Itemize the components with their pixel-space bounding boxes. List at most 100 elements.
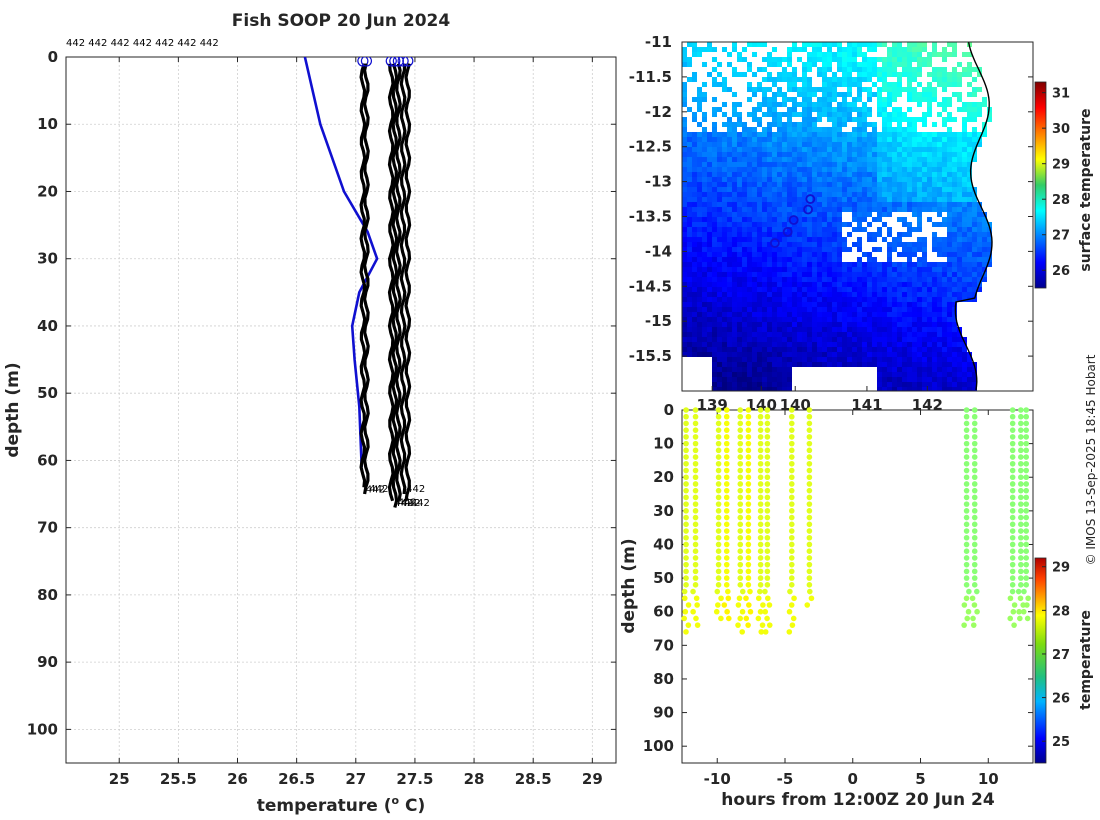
sst-cell: [947, 77, 952, 82]
sst-cell: [682, 252, 687, 257]
sst-cell: [922, 242, 927, 247]
sst-cell: [912, 247, 917, 252]
sst-cell: [942, 47, 947, 52]
sst-cell: [807, 272, 812, 277]
sst-cell: [687, 337, 692, 342]
profile-7-line: [404, 63, 412, 502]
sst-cell: [902, 202, 907, 207]
sst-cell: [892, 342, 897, 347]
sst-cell: [907, 247, 912, 252]
sst-cell: [927, 207, 932, 212]
sst-cell: [747, 152, 752, 157]
sst-cell: [712, 107, 717, 112]
sst-cell: [957, 192, 962, 197]
cast-point: [788, 434, 795, 440]
sst-cell: [737, 292, 742, 297]
cast-point: [692, 568, 699, 575]
sst-cell: [767, 87, 772, 92]
sst-cell: [952, 347, 957, 352]
cast-point: [971, 501, 978, 507]
sst-cell: [952, 342, 957, 347]
cast-point: [737, 407, 744, 413]
sst-cell: [752, 342, 757, 347]
sst-cell: [947, 327, 952, 332]
sst-cell: [692, 262, 697, 267]
sst-cell: [952, 257, 957, 262]
sst-cell: [917, 202, 922, 207]
sst-cell: [867, 282, 872, 287]
sst-cell: [757, 317, 762, 322]
sst-cell: [922, 312, 927, 317]
sst-cell: [807, 302, 812, 307]
sst-cell: [927, 57, 932, 62]
sst-cell: [682, 177, 687, 182]
sst-cell: [707, 302, 712, 307]
sst-cell: [897, 332, 902, 337]
sst-cell: [897, 277, 902, 282]
sst-cell: [827, 62, 832, 67]
cast-point: [757, 427, 764, 433]
sst-cell: [747, 337, 752, 342]
sst-cell: [932, 337, 937, 342]
cast-point: [1023, 420, 1030, 427]
cast-point: [788, 541, 795, 548]
sst-cell: [797, 162, 802, 167]
sst-cell: [872, 182, 877, 187]
sst-cell: [837, 282, 842, 287]
sst-cell: [747, 367, 752, 372]
sst-cell: [717, 352, 722, 357]
sst-cell: [977, 112, 982, 117]
sst-cell: [772, 167, 777, 172]
sst-cell: [882, 302, 887, 307]
cast-point: [1018, 447, 1024, 454]
sst-cell: [812, 162, 817, 167]
cast-point: [764, 575, 771, 581]
sst-cell: [702, 187, 707, 192]
sst-cell: [752, 182, 757, 187]
sst-cell: [837, 332, 842, 337]
sst-cell: [857, 92, 862, 97]
sst-cell: [782, 192, 787, 197]
sst-cell: [877, 147, 882, 152]
sst-cell: [837, 247, 842, 252]
sst-cell: [962, 52, 967, 57]
sst-cell: [897, 272, 902, 277]
sst-cell: [692, 282, 697, 287]
sst-cell: [842, 117, 847, 122]
sst-cell: [782, 252, 787, 257]
sst-cell: [952, 47, 957, 52]
sst-cell: [927, 87, 932, 92]
sst-cell: [922, 297, 927, 302]
sst-cell: [957, 147, 962, 152]
sst-cell: [847, 267, 852, 272]
sst-cell: [827, 137, 832, 142]
sst-cell: [792, 232, 797, 237]
sst-cell: [952, 352, 957, 357]
sst-cell: [942, 297, 947, 302]
profile-4-tag: 442: [398, 497, 417, 508]
cast-point: [692, 434, 699, 440]
sst-cell: [687, 247, 692, 252]
sst-cell: [937, 52, 942, 57]
cast-point: [963, 561, 970, 568]
cast-point: [1023, 561, 1030, 568]
sst-cell: [922, 287, 927, 292]
sst-cell: [767, 72, 772, 77]
sst-cell: [927, 307, 932, 312]
sst-cell: [962, 257, 967, 262]
sst-cell: [942, 137, 947, 142]
sst-cell: [877, 167, 882, 172]
sst-cell: [967, 262, 972, 267]
sst-cell: [752, 227, 757, 232]
sst-cell: [737, 157, 742, 162]
sst-cell: [732, 322, 737, 327]
sst-cell: [937, 157, 942, 162]
sst-cell: [687, 212, 692, 217]
cast-point: [745, 534, 752, 541]
sst-cell: [962, 347, 967, 352]
sst-cell: [792, 197, 797, 202]
sst-cell: [757, 42, 762, 47]
sst-cell: [782, 297, 787, 302]
cast-point: [1018, 481, 1024, 487]
sst-cell: [812, 157, 817, 162]
